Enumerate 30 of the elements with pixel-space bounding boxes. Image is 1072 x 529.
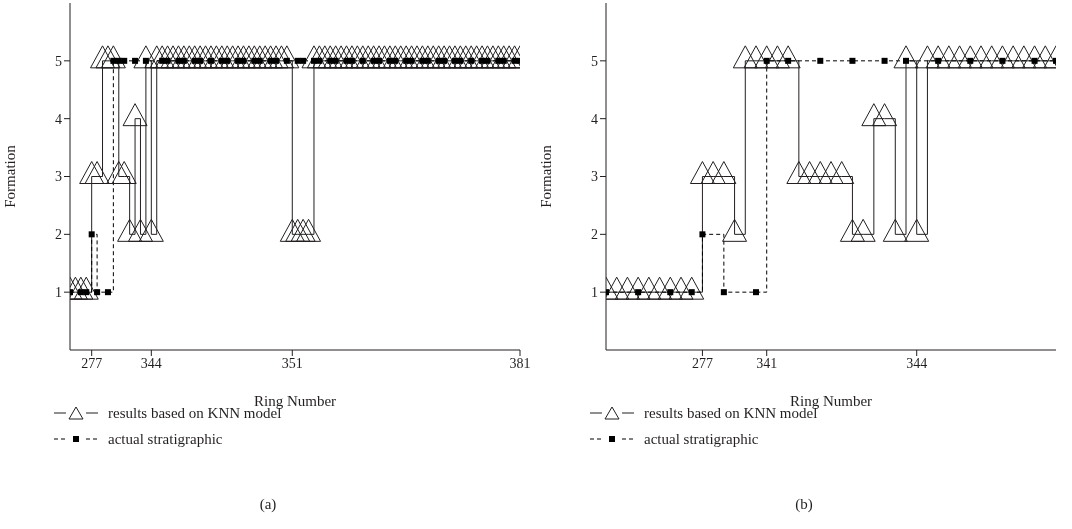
x-tick-label: 344 (906, 355, 928, 371)
legend-label: actual stratigraphic (644, 430, 759, 448)
y-axis-title: Formation (2, 144, 19, 208)
point (104, 289, 111, 296)
x-tick-label: 351 (281, 355, 303, 371)
x-tick-label: 277 (81, 355, 103, 371)
text: (a) (258, 496, 278, 513)
y-tick-label: 4 (591, 111, 598, 127)
y-tick-label: 4 (55, 111, 62, 127)
x-tick-label: 381 (509, 355, 531, 371)
point (88, 231, 95, 238)
x-tick-label: 341 (756, 355, 778, 371)
text: (b) (794, 496, 814, 513)
point (132, 57, 139, 64)
y-tick-label: 5 (591, 53, 598, 69)
y-tick-label: 2 (591, 227, 598, 243)
y-tick-label: 5 (55, 53, 62, 69)
x-tick-label: 277 (691, 355, 713, 371)
y-axis-title: Formation (538, 144, 555, 208)
x-tick-label: 344 (140, 355, 162, 371)
y-tick-label: 3 (591, 169, 598, 185)
point (300, 57, 307, 64)
y-tick-label: 2 (55, 227, 62, 243)
point (83, 289, 90, 296)
y-tick-label: 3 (55, 169, 62, 185)
y-tick-label: 1 (591, 285, 598, 301)
legend-label: actual stratigraphic (108, 430, 223, 448)
y-tick-label: 1 (55, 285, 62, 301)
point (94, 289, 101, 296)
point (121, 57, 128, 64)
